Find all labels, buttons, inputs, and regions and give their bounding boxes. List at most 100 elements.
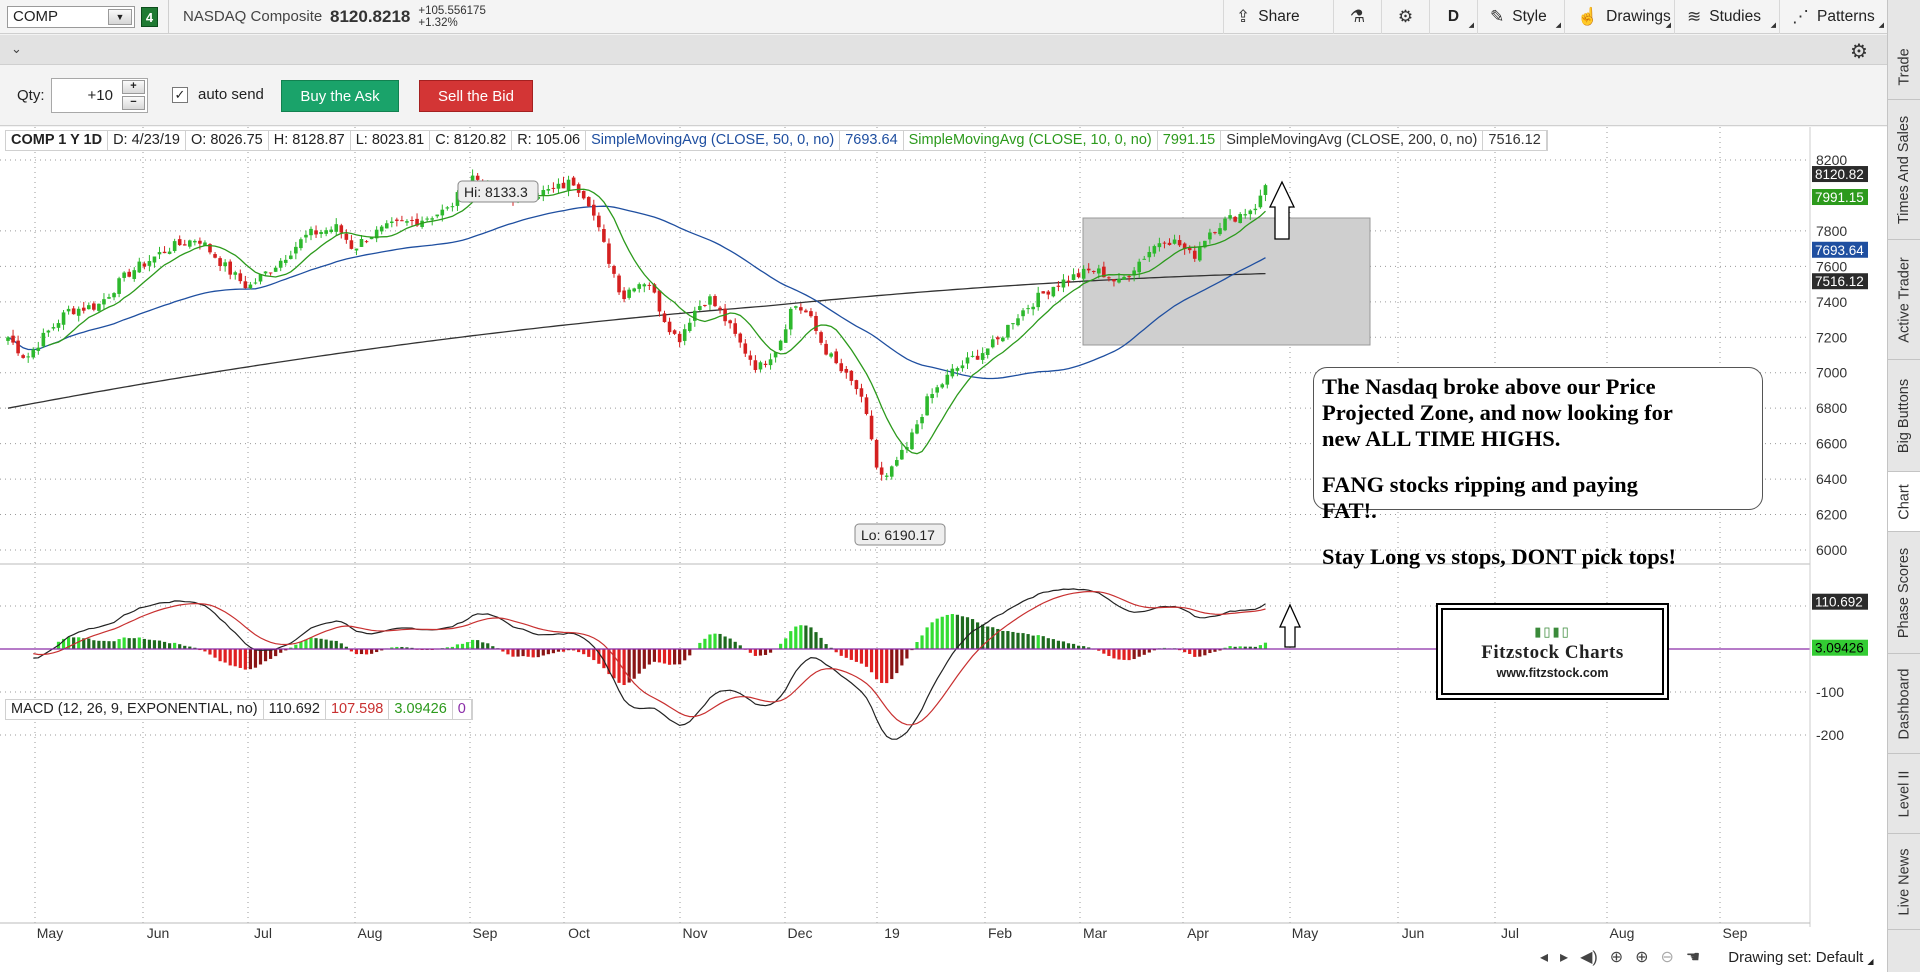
annotation-note[interactable]: The Nasdaq broke above our Price Project… — [1313, 367, 1763, 569]
candle-body — [571, 177, 576, 186]
candle-body — [1223, 218, 1227, 231]
candle-body — [405, 221, 409, 223]
share-button[interactable]: ⇪ Share — [1223, 0, 1333, 34]
candle-body — [283, 259, 288, 263]
sma200-legend[interactable]: SimpleMovingAvg (CLOSE, 200, 0, no) — [1221, 131, 1484, 150]
candle-body — [708, 296, 712, 305]
chevron-down-icon[interactable]: ▼ — [108, 8, 132, 25]
candle-body — [1107, 277, 1111, 279]
candle-body — [1081, 268, 1086, 279]
chart-area[interactable]: 8200 7800 7600 7400 7200 7000 6800 6600 6400 6200… — [0, 127, 1887, 972]
macd-histogram-bar — [344, 646, 348, 650]
candle-body — [41, 332, 46, 347]
link-group-badge[interactable]: 4 — [141, 6, 158, 27]
tab-dashboard[interactable]: Dashboard — [1888, 654, 1920, 754]
period-button[interactable]: D ◢ — [1429, 0, 1477, 34]
drawing-set-label[interactable]: Drawing set: Default — [1728, 948, 1864, 966]
price-tick-label: 6400 — [1816, 471, 1847, 487]
macd-histogram-bar — [683, 649, 687, 661]
tab-live-news[interactable]: Live News — [1888, 834, 1920, 930]
dropdown-triangle-icon[interactable]: ◢ — [1867, 956, 1874, 966]
chart-settings-button[interactable]: ⚙ — [1381, 0, 1429, 34]
studies-button[interactable]: ≋ Studies ◢ — [1674, 0, 1779, 34]
patterns-label: Patterns — [1817, 7, 1875, 25]
macd-signal-line — [33, 590, 1266, 726]
macd-histogram-bar — [279, 649, 283, 653]
macd-histogram-bar — [875, 649, 879, 680]
zoom-in-icon[interactable]: ⊕ — [1635, 949, 1649, 966]
patterns-button[interactable]: ⋰ Patterns ◢ — [1779, 0, 1887, 34]
flask-button[interactable]: ⚗ — [1333, 0, 1381, 34]
style-button[interactable]: ✎ Style ◢ — [1477, 0, 1564, 34]
tab-trade[interactable]: Trade — [1888, 34, 1920, 100]
sell-bid-button[interactable]: Sell the Bid — [419, 80, 533, 112]
up-arrow-macd — [1278, 603, 1302, 648]
macd-histogram-bar — [314, 638, 318, 650]
candle-body — [6, 337, 10, 341]
sma50-legend[interactable]: SimpleMovingAvg (CLOSE, 50, 0, no) — [586, 131, 841, 150]
macd-histogram-bar — [1258, 645, 1262, 650]
candle-body — [243, 281, 248, 289]
pan-hand-icon[interactable]: ☚ — [1685, 949, 1701, 966]
speaker-icon[interactable]: ◀) — [1580, 949, 1598, 966]
crosshair-icon[interactable]: ⊕ — [1609, 949, 1624, 966]
candle-body — [21, 355, 25, 358]
gear-icon[interactable]: ⚙ — [1850, 41, 1868, 63]
macd-histogram-bar — [950, 614, 954, 650]
chevron-down-icon[interactable]: ⌄ — [11, 41, 22, 56]
price-projected-zone[interactable] — [1082, 217, 1371, 346]
price-tick-label: 7000 — [1816, 365, 1847, 381]
auto-send-checkbox[interactable]: ✓ — [172, 86, 188, 103]
macd-histogram-bar — [137, 637, 141, 650]
macd-histogram-bar — [541, 649, 545, 656]
candle-body — [955, 368, 960, 371]
candle-body — [218, 258, 222, 266]
price-tick-label: 7200 — [1816, 329, 1847, 345]
buy-ask-button[interactable]: Buy the Ask — [281, 80, 399, 112]
macd-legend[interactable]: MACD (12, 26, 9, EXPONENTIAL, no) — [6, 700, 264, 719]
candle-body — [193, 240, 197, 243]
auto-send-toggle[interactable]: ✓ auto send — [172, 86, 264, 103]
candle-body — [11, 335, 15, 343]
macd-histogram-bar — [582, 649, 586, 655]
tab-chart[interactable]: Chart — [1888, 472, 1920, 532]
candle-body — [556, 183, 561, 189]
candle-body — [253, 282, 258, 284]
candle-body — [354, 248, 359, 251]
candle-body — [71, 308, 76, 315]
macd-histogram-bar — [1036, 635, 1040, 650]
macd-histogram-bar — [445, 647, 449, 650]
sma10-legend[interactable]: SimpleMovingAvg (CLOSE, 10, 0, no) — [904, 131, 1158, 150]
drawings-button[interactable]: ☝ Drawings ◢ — [1564, 0, 1674, 34]
macd-histogram-bar — [1056, 640, 1060, 650]
macd-histogram-bar — [970, 619, 975, 650]
symbol-selector[interactable]: COMP ▼ — [7, 5, 135, 28]
candle-body — [420, 220, 424, 227]
candle-body — [334, 224, 339, 232]
time-tick-label: Nov — [683, 925, 708, 941]
macd-histogram-bar — [915, 642, 919, 650]
high-label: Hi: 8133.3 — [464, 184, 528, 200]
macd-histogram-bar — [1183, 649, 1187, 653]
plus-icon[interactable]: + — [122, 80, 145, 94]
hand-pointer-icon: ☝ — [1577, 6, 1599, 26]
tab-times-and-sales[interactable]: Times And Sales — [1888, 100, 1920, 240]
qty-stepper[interactable]: + − — [122, 80, 145, 111]
candle-body — [1192, 250, 1197, 259]
macd-histogram-bar — [607, 649, 611, 675]
tab-phase-scores[interactable]: Phase Scores — [1888, 532, 1920, 654]
tab-level-ii[interactable]: Level II — [1888, 754, 1920, 834]
scroll-right-icon[interactable]: ▸ — [1560, 949, 1569, 966]
price-chart-canvas[interactable]: 8200 7800 7600 7400 7200 7000 6800 6600 6400 6200… — [0, 127, 1887, 972]
candle-body — [597, 215, 601, 228]
tab-big-buttons[interactable]: Big Buttons — [1888, 360, 1920, 472]
scroll-left-icon[interactable]: ◂ — [1540, 949, 1549, 966]
candle-body — [1187, 247, 1192, 251]
minus-icon[interactable]: − — [122, 96, 145, 110]
zoom-out-icon[interactable]: ⊖ — [1660, 949, 1674, 966]
bar-high: H: 8128.87 — [269, 131, 351, 150]
candle-body — [869, 415, 874, 440]
macd-histogram-bar — [269, 649, 273, 659]
tab-active-trader[interactable]: Active Trader — [1888, 240, 1920, 360]
